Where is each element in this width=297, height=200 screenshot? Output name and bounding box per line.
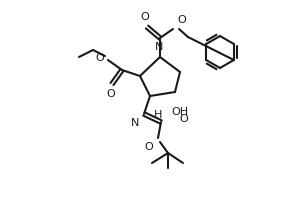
Text: O: O (177, 15, 186, 25)
Text: H: H (154, 110, 162, 120)
Text: N: N (131, 118, 139, 128)
Text: OH: OH (171, 107, 188, 117)
Text: O: O (179, 114, 188, 124)
Text: N: N (155, 42, 163, 52)
Text: O: O (107, 89, 115, 99)
Text: O: O (95, 53, 104, 63)
Text: O: O (140, 12, 149, 22)
Text: O: O (144, 142, 153, 152)
